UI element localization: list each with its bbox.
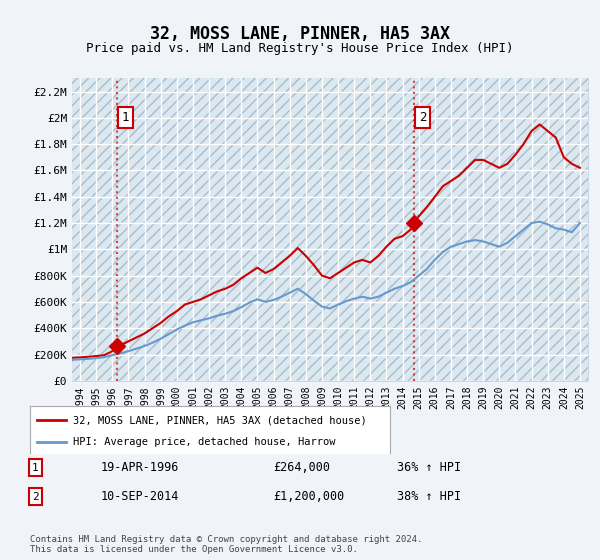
Text: £264,000: £264,000	[273, 461, 330, 474]
Text: 10-SEP-2014: 10-SEP-2014	[100, 490, 179, 503]
Text: 1: 1	[32, 463, 39, 473]
Text: 32, MOSS LANE, PINNER, HA5 3AX (detached house): 32, MOSS LANE, PINNER, HA5 3AX (detached…	[73, 415, 367, 425]
Text: 2: 2	[32, 492, 39, 502]
Text: £1,200,000: £1,200,000	[273, 490, 344, 503]
Text: 36% ↑ HPI: 36% ↑ HPI	[397, 461, 461, 474]
Text: Contains HM Land Registry data © Crown copyright and database right 2024.
This d: Contains HM Land Registry data © Crown c…	[30, 535, 422, 554]
Text: 19-APR-1996: 19-APR-1996	[100, 461, 179, 474]
Text: 32, MOSS LANE, PINNER, HA5 3AX: 32, MOSS LANE, PINNER, HA5 3AX	[150, 25, 450, 43]
Text: 38% ↑ HPI: 38% ↑ HPI	[397, 490, 461, 503]
Text: HPI: Average price, detached house, Harrow: HPI: Average price, detached house, Harr…	[73, 437, 336, 447]
Text: 1: 1	[122, 111, 130, 124]
Text: Price paid vs. HM Land Registry's House Price Index (HPI): Price paid vs. HM Land Registry's House …	[86, 42, 514, 55]
Text: 2: 2	[419, 111, 426, 124]
